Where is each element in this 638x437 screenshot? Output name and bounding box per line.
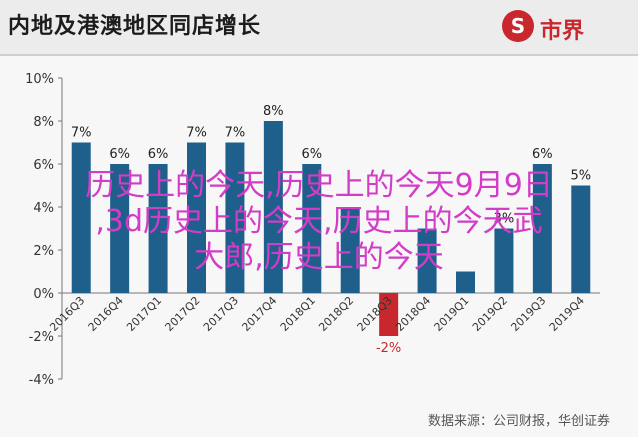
x-tick-label: 2019Q1 <box>432 294 472 334</box>
data-label: 6% <box>301 147 322 162</box>
y-tick-label: -2% <box>29 330 54 345</box>
data-label: 7% <box>186 126 207 141</box>
logo-symbol: S <box>510 14 526 38</box>
y-tick-label: 8% <box>33 115 54 130</box>
x-tick-label: 2017Q2 <box>163 294 203 334</box>
x-tick-label: 2019Q3 <box>508 294 548 334</box>
data-label: 6% <box>532 147 553 162</box>
source-note: 数据来源：公司财报，华创证券 <box>427 414 610 429</box>
bar <box>532 164 552 293</box>
overlay-line-3: 大郎,历史上的今天 <box>194 240 444 275</box>
y-tick-label: 0% <box>33 287 54 302</box>
data-label: 7% <box>225 126 246 141</box>
bar <box>340 207 360 293</box>
bar <box>187 142 206 293</box>
x-tick-label: 2017Q1 <box>124 294 164 334</box>
page-title: 内地及港澳地区同店增长 <box>8 14 262 39</box>
logo-text: 市界 <box>540 19 585 44</box>
x-tick-label: 2019Q2 <box>470 294 510 334</box>
bar <box>571 185 591 293</box>
bar <box>379 293 399 336</box>
overlay-line-1: 历史上的今天,历史上的今天9月9日 <box>85 168 553 203</box>
bar <box>417 228 437 293</box>
x-tick-label: 2017Q3 <box>201 294 241 334</box>
bar-chart: 10%8%6%4%2%0%-2%-4%7%2016Q36%2016Q46%201… <box>25 72 600 388</box>
data-label: 5% <box>570 169 591 184</box>
x-tick-label: 2017Q4 <box>239 294 279 334</box>
y-tick-label: 6% <box>33 158 54 173</box>
logo-circle-icon <box>502 10 534 42</box>
bar <box>494 228 514 293</box>
header-divider <box>0 54 638 56</box>
x-tick-label: 2018Q4 <box>393 294 433 334</box>
data-label: 3% <box>494 212 515 227</box>
header: 内地及港澳地区同店增长 S 市界 <box>0 0 638 54</box>
y-tick-label: 10% <box>25 72 54 87</box>
data-label: 6% <box>148 147 169 162</box>
x-tick-label: 2018Q2 <box>316 294 356 334</box>
y-tick-label: 4% <box>33 201 54 216</box>
data-label: 8% <box>263 104 284 119</box>
bar <box>71 142 91 293</box>
y-tick-label: -4% <box>29 373 54 388</box>
x-tick-label: 2018Q1 <box>278 294 318 334</box>
x-tick-label: 2016Q4 <box>86 294 126 334</box>
bar <box>456 271 475 293</box>
data-label: -2% <box>376 341 401 356</box>
x-tick-label: 2019Q4 <box>547 294 587 334</box>
brand-logo: S 市界 <box>502 10 632 44</box>
bar <box>110 164 130 293</box>
bar <box>263 121 283 293</box>
bar <box>225 142 245 293</box>
watermark-overlay-text: 历史上的今天,历史上的今天9月9日 ,3d历史上的今天,历史上的今天武 大郎,历… <box>0 168 638 276</box>
bar <box>148 164 168 293</box>
y-tick-label: 2% <box>33 244 54 259</box>
bar <box>302 164 322 293</box>
overlay-line-2: ,3d历史上的今天,历史上的今天武 <box>95 204 543 239</box>
data-label: 6% <box>109 147 130 162</box>
data-label: 7% <box>71 126 92 141</box>
